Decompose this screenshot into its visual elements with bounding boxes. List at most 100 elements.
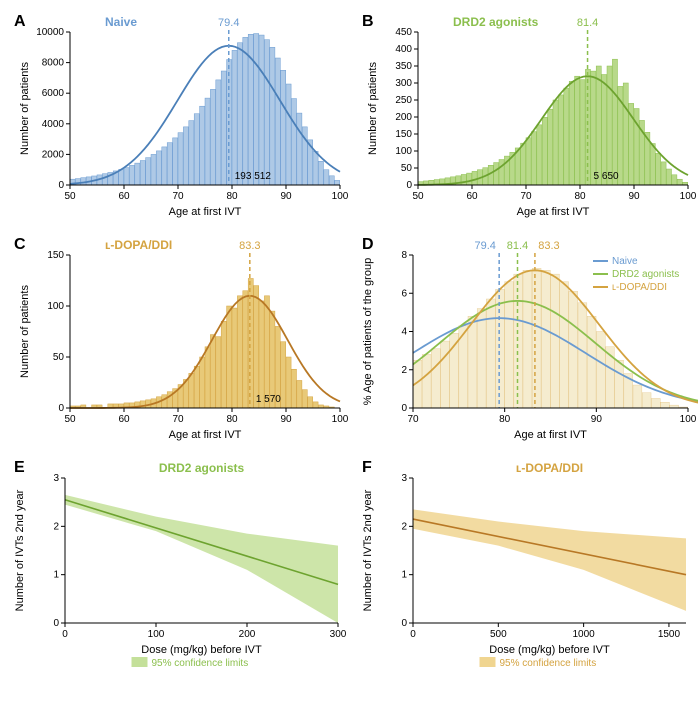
svg-text:6: 6 — [401, 288, 407, 299]
panel-letter: A — [14, 13, 26, 30]
svg-text:100: 100 — [395, 146, 412, 157]
svg-text:100: 100 — [332, 414, 349, 425]
histogram-bars — [70, 34, 340, 185]
svg-text:0: 0 — [58, 403, 64, 414]
chart-grid: A79.4Naive193 51250607080901000200040006… — [10, 10, 690, 681]
confidence-band — [413, 509, 686, 611]
svg-text:350: 350 — [395, 61, 412, 72]
svg-text:3: 3 — [53, 473, 59, 484]
svg-text:0: 0 — [58, 180, 64, 191]
svg-text:500: 500 — [490, 629, 507, 640]
panel-A: A79.4Naive193 51250607080901000200040006… — [10, 10, 350, 225]
svg-text:2000: 2000 — [42, 149, 65, 160]
x-axis-label: Dose (mg/kg) before IVT — [141, 644, 262, 656]
legend-label: ʟ-DOPA/DDI — [612, 282, 667, 293]
svg-text:70: 70 — [407, 414, 419, 425]
confidence-band — [65, 495, 338, 623]
panel-letter: F — [362, 459, 372, 476]
panel-letter: D — [362, 236, 374, 253]
svg-text:90: 90 — [280, 414, 292, 425]
svg-text:300: 300 — [395, 78, 412, 89]
ci-label: 95% confidence limits — [500, 658, 597, 669]
ci-label: 95% confidence limits — [152, 658, 249, 669]
panel-title: ʟ-DOPA/DDI — [105, 238, 172, 252]
svg-text:300: 300 — [330, 629, 347, 640]
panel-letter: B — [362, 13, 374, 30]
x-axis-label: Age at first IVT — [517, 206, 590, 218]
svg-text:1500: 1500 — [658, 629, 681, 640]
panel-letter: E — [14, 459, 25, 476]
svg-text:100: 100 — [148, 629, 165, 640]
mean-value: 79.4 — [218, 17, 239, 29]
legend: Naive DRD2 agonists ʟ-DOPA/DDI — [593, 256, 679, 293]
x-axis-label: Age at first IVT — [169, 429, 242, 441]
svg-text:80: 80 — [499, 414, 511, 425]
histogram-bars — [418, 59, 688, 185]
svg-text:100: 100 — [680, 191, 697, 202]
y-axis-label: Number of patients — [19, 285, 31, 378]
svg-text:6000: 6000 — [42, 88, 65, 99]
svg-text:0: 0 — [410, 629, 416, 640]
y-axis-label: % Age of patients of the group — [362, 258, 374, 405]
svg-text:4: 4 — [401, 327, 407, 338]
svg-text:100: 100 — [47, 301, 64, 312]
svg-text:10000: 10000 — [36, 27, 64, 38]
sample-count: 1 570 — [256, 394, 281, 405]
svg-text:50: 50 — [53, 352, 65, 363]
panel-title: Naive — [105, 15, 137, 29]
y-axis-label: Number of IVTs 2nd year — [14, 489, 26, 611]
panel-F: Fʟ-DOPA/DDI0500100015000123Dose (mg/kg) … — [358, 456, 698, 681]
svg-text:1000: 1000 — [573, 629, 596, 640]
y-axis-label: Number of IVTs 2nd year — [362, 489, 374, 611]
svg-text:0: 0 — [401, 403, 407, 414]
svg-text:0: 0 — [62, 629, 68, 640]
svg-text:2: 2 — [401, 521, 407, 532]
legend-label: DRD2 agonists — [612, 269, 679, 280]
svg-text:80: 80 — [226, 414, 238, 425]
svg-text:200: 200 — [395, 112, 412, 123]
legend-label: Naive — [612, 256, 638, 267]
sample-count: 5 650 — [594, 171, 619, 182]
panel-D: D79.481.483.3NaiveDRD2 agonistsʟ-DOPA/DD… — [358, 233, 698, 448]
mean-value: 81.4 — [577, 17, 598, 29]
svg-text:400: 400 — [395, 44, 412, 55]
svg-text:70: 70 — [520, 191, 532, 202]
panel-title: DRD2 agonists — [453, 15, 539, 29]
svg-text:80: 80 — [574, 191, 586, 202]
svg-text:2: 2 — [53, 521, 59, 532]
svg-text:100: 100 — [332, 191, 349, 202]
svg-text:60: 60 — [118, 191, 130, 202]
svg-text:90: 90 — [591, 414, 603, 425]
svg-text:3: 3 — [401, 473, 407, 484]
svg-text:100: 100 — [680, 414, 697, 425]
x-axis-label: Age at first IVT — [514, 429, 587, 441]
svg-text:0: 0 — [53, 618, 59, 629]
svg-text:0: 0 — [401, 618, 407, 629]
svg-text:150: 150 — [395, 129, 412, 140]
svg-text:90: 90 — [280, 191, 292, 202]
panel-title: DRD2 agonists — [159, 461, 245, 475]
x-axis-label: Age at first IVT — [169, 206, 242, 218]
x-axis-label: Dose (mg/kg) before IVT — [489, 644, 610, 656]
svg-text:50: 50 — [64, 414, 76, 425]
svg-text:70: 70 — [172, 414, 184, 425]
y-axis-label: Number of patients — [19, 62, 31, 155]
svg-text:450: 450 — [395, 27, 412, 38]
svg-text:2: 2 — [401, 365, 407, 376]
svg-text:80: 80 — [226, 191, 238, 202]
sample-count: 193 512 — [235, 171, 272, 182]
svg-text:8: 8 — [401, 250, 407, 261]
panel-letter: C — [14, 236, 26, 253]
svg-text:8000: 8000 — [42, 58, 65, 69]
ci-swatch — [132, 657, 148, 667]
svg-text:250: 250 — [395, 95, 412, 106]
mean-value: 81.4 — [507, 240, 528, 252]
svg-text:50: 50 — [412, 191, 424, 202]
svg-text:90: 90 — [628, 191, 640, 202]
panel-C: C83.3ʟ-DOPA/DDI1 57050607080901000501001… — [10, 233, 350, 448]
svg-text:60: 60 — [466, 191, 478, 202]
y-axis-label: Number of patients — [367, 62, 379, 155]
mean-value: 79.4 — [474, 240, 495, 252]
svg-text:50: 50 — [401, 163, 413, 174]
svg-text:0: 0 — [406, 180, 412, 191]
